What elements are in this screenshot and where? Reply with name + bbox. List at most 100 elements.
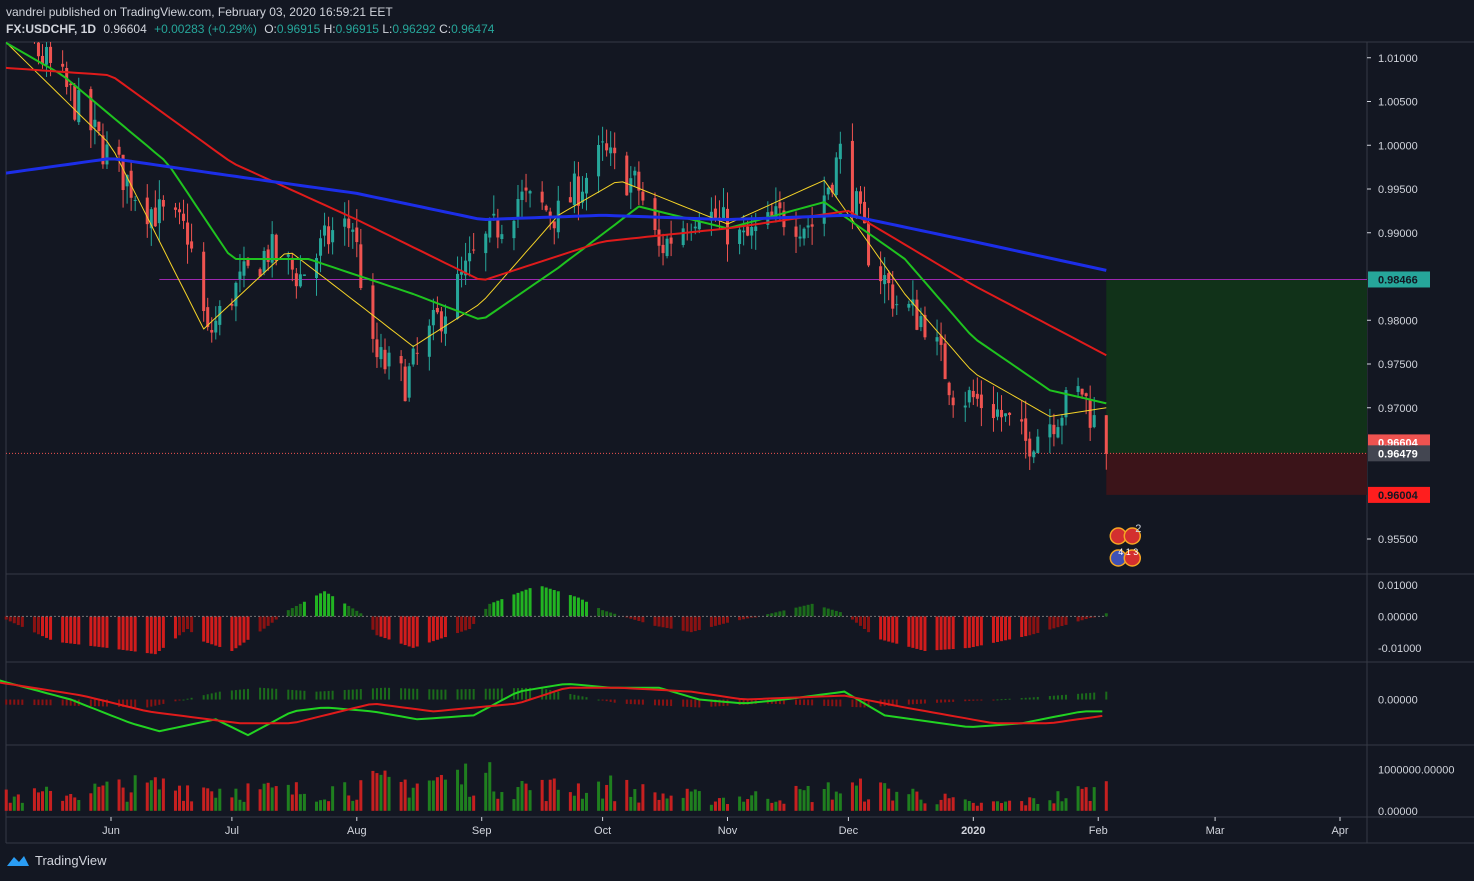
volume-bar: [190, 801, 194, 811]
oscillator-histogram-bar: [811, 699, 814, 706]
macd-histogram-bar: [613, 613, 617, 617]
volume-tick-label: 1000000.00000: [1378, 765, 1454, 777]
time-tick-label: Jul: [225, 825, 239, 837]
oscillator-histogram-bar: [541, 688, 544, 700]
macd-histogram-bar: [302, 601, 306, 617]
time-tick-label: Aug: [347, 825, 367, 837]
candle-body: [262, 250, 266, 273]
oscillator-histogram-bar: [746, 699, 749, 705]
candle-body: [584, 177, 588, 194]
macd-histogram-bar: [371, 616, 375, 630]
volume-bar: [500, 792, 504, 811]
volume-bar: [584, 792, 588, 811]
macd-histogram-bar: [1056, 616, 1060, 628]
macd-histogram-bar: [484, 608, 488, 617]
oscillator-histogram-bar: [331, 690, 334, 700]
oscillator-histogram-bar: [122, 699, 125, 707]
event-flags[interactable]: 2 4 1 3: [1109, 523, 1142, 567]
symbol-label[interactable]: FX:USDCHF, 1D: [6, 22, 97, 36]
macd-histogram-bar: [1104, 613, 1108, 617]
macd-histogram-bar: [206, 616, 210, 643]
oscillator-histogram-bar: [263, 687, 266, 700]
volume-bar: [492, 791, 496, 811]
candle-body: [258, 269, 262, 277]
macd-histogram-bar: [290, 608, 294, 617]
candle-body: [77, 89, 81, 123]
macd-histogram-bar: [979, 616, 983, 646]
macd-histogram-bar: [399, 616, 403, 644]
volume-bar: [1028, 797, 1032, 811]
volume-bar: [609, 775, 613, 811]
candle-body: [145, 197, 149, 225]
switzerland-flag-icon[interactable]: [1123, 527, 1142, 545]
footer-brand[interactable]: TradingView: [6, 853, 107, 868]
macd-histogram-bar: [911, 616, 915, 648]
macd-histogram-bar: [238, 616, 242, 646]
oscillator-histogram-bar: [1020, 698, 1023, 700]
macd-histogram-bar: [923, 616, 927, 651]
macd-histogram-bar: [879, 616, 883, 640]
macd-histogram-bar: [77, 616, 81, 645]
volume-bar: [742, 801, 746, 811]
candle-body: [439, 311, 443, 332]
price-tag-label: 0.96479: [1378, 448, 1418, 460]
oscillator-histogram-bar: [97, 699, 100, 707]
macd-histogram-bar: [576, 597, 580, 617]
time-tick-label: Oct: [594, 825, 611, 837]
macd-histogram-bar: [40, 616, 44, 637]
oscillator-histogram-bar: [573, 694, 576, 700]
candle-body: [343, 218, 347, 227]
volume-bar: [665, 798, 669, 811]
candle-body: [286, 254, 290, 257]
macd-histogram-bar: [991, 616, 995, 643]
volume-bar: [1036, 803, 1040, 811]
volume-bar: [125, 801, 129, 811]
oscillator-histogram-bar: [907, 699, 910, 705]
oscillator-histogram-bar: [436, 689, 439, 700]
macd-histogram-bar: [629, 616, 633, 619]
oscillator-histogram-bar: [895, 699, 898, 706]
candle-body: [613, 147, 617, 154]
close-label: C:: [439, 22, 452, 36]
macd-histogram-bar: [157, 616, 161, 651]
volume-bar: [439, 774, 443, 811]
macd-histogram-bar: [717, 616, 721, 625]
oscillator-histogram-bar: [146, 699, 149, 708]
volume-bar: [709, 804, 713, 811]
candle-body: [1052, 424, 1056, 435]
candle-body: [1032, 451, 1036, 458]
oscillator-histogram-bar: [299, 690, 302, 700]
macd-histogram-bar: [810, 603, 814, 617]
macd-histogram-bar: [407, 616, 411, 647]
volume-bar: [834, 791, 838, 811]
volume-bar: [971, 802, 975, 811]
volume-bar: [1048, 800, 1052, 811]
volume-bar: [496, 798, 500, 811]
volume-bar: [947, 798, 951, 811]
macd-histogram-bar: [915, 616, 919, 649]
usa-flag-icon[interactable]: [1123, 549, 1142, 567]
oscillator-histogram-bar: [525, 687, 528, 700]
macd-histogram-bar: [883, 616, 887, 641]
oscillator-histogram-bar: [154, 699, 157, 706]
candle-body: [665, 238, 669, 257]
oscillator-histogram-bar: [287, 689, 290, 700]
oscillator-histogram-bar: [718, 699, 721, 707]
candle-body: [435, 307, 439, 313]
volume-bar: [20, 802, 24, 811]
oscillator-histogram-bar: [658, 699, 661, 706]
volume-bar: [1056, 791, 1060, 811]
candle-body: [951, 397, 955, 406]
volume-bar: [669, 795, 673, 811]
oscillator-histogram-bar: [355, 689, 358, 700]
macd-histogram-bar: [548, 588, 552, 617]
volume-bar: [101, 785, 105, 811]
oscillator-histogram-bar: [1056, 695, 1059, 700]
oscillator-histogram-bar: [247, 688, 250, 700]
candle-body: [161, 199, 165, 207]
oscillator-histogram-bar: [1036, 696, 1039, 700]
last-price: 0.96604: [103, 22, 147, 36]
candle-body: [496, 217, 500, 238]
macd-histogram-bar: [456, 616, 460, 634]
